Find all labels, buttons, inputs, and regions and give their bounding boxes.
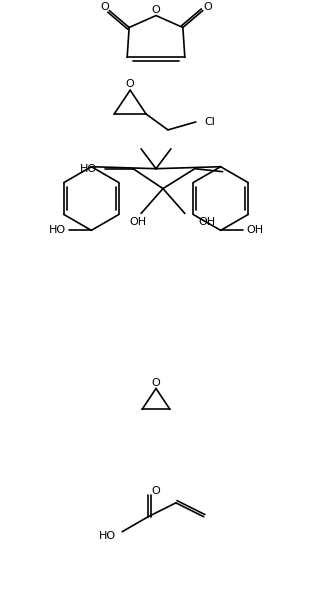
- Text: O: O: [100, 2, 109, 11]
- Text: OH: OH: [247, 225, 264, 235]
- Text: HO: HO: [99, 531, 116, 541]
- Text: O: O: [151, 377, 160, 388]
- Text: O: O: [151, 486, 160, 496]
- Text: O: O: [126, 79, 135, 89]
- Text: Cl: Cl: [205, 117, 216, 127]
- Text: O: O: [203, 2, 212, 11]
- Text: HO: HO: [49, 225, 65, 235]
- Text: HO: HO: [80, 164, 97, 174]
- Text: OH: OH: [199, 217, 216, 228]
- Text: O: O: [151, 5, 160, 14]
- Text: OH: OH: [130, 217, 147, 228]
